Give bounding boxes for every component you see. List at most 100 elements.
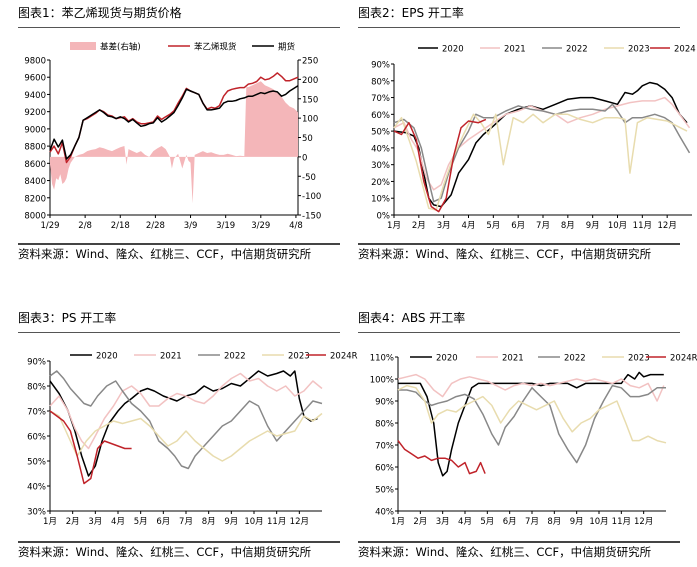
c3-xtick-6: 7月 [179,517,193,527]
c4-legend-label-2: 2022 [564,354,586,364]
c1-ytick-8000: 8000 [24,212,46,222]
c4-legend-label-1: 2021 [502,354,524,364]
c1-xtick-0: 1/29 [40,221,59,231]
c1-legend-label-0: 基差(右轴) [100,42,141,53]
c1-ytick-9400: 9400 [24,91,46,101]
c2-ytick-20: 20% [371,178,390,188]
c3-legend-label-1: 2021 [160,352,182,362]
c4-xtick-1: 2月 [413,517,427,527]
c4-xtick-2: 3月 [436,517,450,527]
c2-series-line-0 [393,81,688,208]
c3-xtick-7: 8月 [202,517,216,527]
c2-xtick-8: 9月 [586,221,600,231]
c1-legend-label-1: 苯乙烯现货 [194,42,237,53]
c2-xtick-2: 3月 [437,221,451,231]
c3-series-line-3 [49,410,323,462]
c4-ytick-70: 70% [375,442,394,452]
c2-series-line-2 [393,103,691,203]
c3-xtick-1: 2月 [66,517,80,527]
c4-xtick-11: 12月 [634,517,653,527]
c2-ytick-0: 0% [377,212,391,222]
chart-3-title: 图表3：PS 开工率 [18,311,117,325]
c2-ytick-40: 40% [371,144,390,154]
c4-xtick-6: 7月 [525,517,539,527]
c1-y2tick-0: 0 [302,153,307,163]
chart-3-title-rule [18,332,340,333]
c3-ytick-90: 90% [27,358,46,368]
c4-xtick-7: 8月 [547,517,561,527]
c1-xtick-5: 3/19 [216,221,235,231]
chart-4-title: 图表4：ABS 开工率 [358,311,466,325]
c4-ytick-100: 100% [370,376,394,386]
chart-2-source: 资料来源：Wind、隆众、红桃三、CCF，中信期货研究所 [358,247,652,261]
c3-xtick-8: 9月 [224,517,238,527]
chart-2-title-rule [358,27,680,28]
c4-series-line-2 [398,384,666,464]
c3-series-line-2 [49,370,323,470]
chart-2-bottom-rule [358,243,680,245]
c4-ytick-40: 40% [375,508,394,518]
c4-xtick-0: 1月 [391,517,405,527]
c1-ytick-8400: 8400 [24,177,46,187]
c4-series-line-1 [397,373,665,402]
c1-xtick-3: 2/28 [146,221,165,231]
c3-ytick-50: 50% [27,458,46,468]
c3-xtick-2: 3月 [88,517,102,527]
c1-series-line-1 [49,72,299,164]
c2-xtick-10: 11月 [633,221,652,231]
c1-ytick-8200: 8200 [24,194,46,204]
c3-ytick-60: 60% [27,433,46,443]
c3-legend-label-2: 2022 [224,352,246,362]
c2-legend-label-1: 2021 [504,45,526,55]
c1-y2tick-100: 100 [302,115,318,125]
c2-ytick-80: 80% [371,77,390,87]
c1-ytick-9600: 9600 [24,74,46,84]
c3-ytick-80: 80% [27,383,46,393]
c1-y2tick-50: 50 [302,134,313,144]
chart-1-title: 图表1：苯乙烯现货与期货价格 [18,6,182,20]
c3-legend-label-4: 2024R [330,352,358,362]
c2-xtick-5: 6月 [511,221,525,231]
c4-xtick-8: 9月 [570,517,584,527]
c3-xtick-3: 4月 [111,517,125,527]
c2-xtick-0: 1月 [387,221,401,231]
c4-series-line-4 [397,440,486,475]
c2-series-line-1 [393,96,691,191]
c2-legend-label-4: 2024 [674,45,696,55]
c2-legend-label-0: 2020 [442,45,464,55]
c3-ytick-70: 70% [27,408,46,418]
chart-1-bottom-rule [18,243,340,245]
c1-legend-label-2: 期货 [278,42,296,53]
c2-xtick-6: 7月 [536,221,550,231]
chart-4-svg: 40% 50% 60% 70% 80% 90% 100% 110% 1月 2月 3月 4月 5月 6月 7月… [370,354,697,528]
c3-legend-label-0: 2020 [96,352,118,362]
c1-xtick-7: 4/8 [289,221,303,231]
c1-y2tick-150: -150 [302,212,321,222]
c1-xtick-2: 2/18 [111,221,130,231]
c1-ytick-9800: 9800 [24,57,46,67]
c4-ytick-60: 60% [375,464,394,474]
c3-xtick-10: 11月 [267,517,286,527]
c1-ytick-8600: 8600 [24,160,46,170]
c1-y2tick-250: 250 [302,57,318,67]
c4-xtick-4: 5月 [480,517,494,527]
chart-1-svg: 8000 8200 8400 8600 8800 9000 9200 9400 9600 9800… [24,42,321,232]
c1-y2tick-100: -100 [302,192,321,202]
c3-legend-label-3: 2023 [288,352,310,362]
c4-legend-label-0: 2020 [436,354,458,364]
c4-ytick-80: 80% [375,420,394,430]
c3-xtick-5: 6月 [156,517,170,527]
c3-series-line-1 [49,372,323,450]
chart-3-source: 资料来源：Wind、隆众、红桃三、CCF，中信期货研究所 [18,545,312,559]
c2-xtick-4: 5月 [486,221,500,231]
c4-legend-label-3: 2023 [628,354,650,364]
c1-y2tick-50: -50 [302,173,316,183]
c1-xtick-4: 3/9 [184,221,198,231]
c4-xtick-10: 11月 [612,517,631,527]
chart-3-bottom-rule [18,541,340,543]
c1-ytick-8800: 8800 [24,143,46,153]
c1-series-line-2 [49,85,299,160]
c3-xtick-0: 1月 [43,517,57,527]
c2-xtick-11: 12月 [658,221,677,231]
c4-ytick-90: 90% [375,398,394,408]
